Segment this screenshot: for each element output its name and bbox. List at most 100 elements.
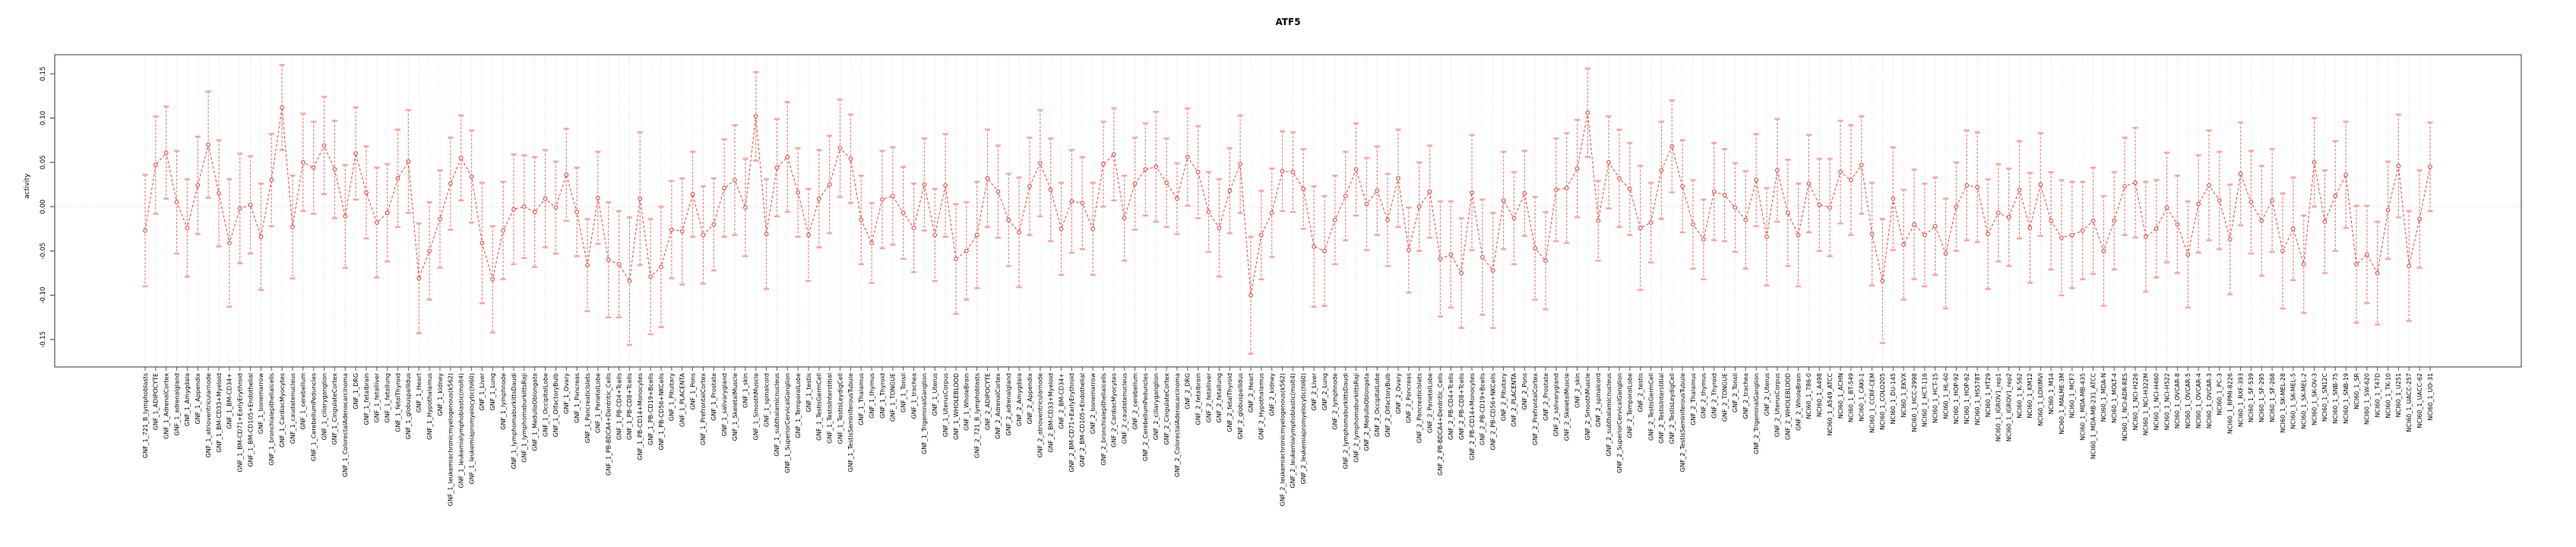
- sample-label: GNF_2_bronchialepithelialcells: [1100, 373, 1107, 466]
- sample-label: NCI60_1_NCI-ADR-RES: [2122, 373, 2128, 441]
- sample-label: GNF_2_Pituitary: [1500, 373, 1507, 422]
- sample-label: NCI60_1_NCI-H460: [2154, 373, 2160, 430]
- sample-label: GNF_1_TestisLeydigCell: [837, 373, 843, 444]
- sample-label: GNF_1_BM-CD33+Myeloid: [216, 373, 223, 453]
- sample-label: GNF_2_Heart: [1248, 373, 1255, 413]
- sample-label: GNF_1_lymphomaburkittsDaudi: [511, 373, 517, 470]
- sample-label: GNF_1_Pancreas: [574, 373, 581, 423]
- sample-label: GNF_2_721_B_lymphoblasts: [974, 373, 981, 458]
- y-axis-label: activity: [24, 173, 31, 199]
- sample-label: NCI60_1_SNB-75: [2332, 373, 2339, 424]
- sample-label: GNF_1_Thalamus: [858, 373, 865, 425]
- sample-label: GNF_1_ColorectalAdenocarcinoma: [342, 373, 349, 477]
- gridlines: [144, 55, 2431, 367]
- sample-label: NCI60_1_DU-145: [1890, 373, 1897, 424]
- sample-label: GNF_2_CingulateCortex: [1163, 373, 1170, 445]
- sample-label: GNF_1_kidney: [437, 373, 444, 416]
- sample-label: GNF_1_leukemiapromyelocytic(hl60): [468, 373, 475, 485]
- sample-label: GNF_1_Tonsil: [900, 373, 907, 413]
- sample-label: GNF_1_ADIPOCYTE: [153, 373, 160, 430]
- sample-label: GNF_2_fetallung: [1216, 373, 1223, 422]
- sample-label: GNF_2_caudatenucleus: [1122, 373, 1128, 444]
- sample-label: GNF_2_TestisSeminiferousTubule: [1679, 373, 1686, 472]
- sample-label: NCI60_1_HT29: [1985, 373, 1992, 417]
- sample-label: GNF_2_lymphomaburkittsDaudi: [1343, 373, 1350, 470]
- sample-label: NCI60_1_NCI-H226: [2132, 373, 2139, 430]
- sample-label: GNF_2_PB-CD56+NKCells: [1490, 373, 1497, 451]
- sample-label: GNF_1_UterusCorpus: [942, 373, 949, 437]
- sample-label: GNF_1_caudatenucleus: [290, 373, 296, 444]
- sample-label: GNF_1_Pituitary: [669, 373, 676, 422]
- sample-label: NCI60_1_HCT-15: [1932, 373, 1939, 423]
- sample-label: GNF_1_BM-CD34+: [226, 373, 233, 429]
- sample-label: GNF_1_PB-CD8+Tcells: [626, 373, 633, 440]
- sample-label: GNF_1_721_B_lymphoblasts: [142, 373, 149, 458]
- sample-label: GNF_2_AdrenalCortex: [995, 373, 1002, 439]
- sample-label: GNF_1_fetalbrain: [363, 373, 370, 425]
- sample-label: GNF_2_lymphnode: [1332, 373, 1339, 430]
- svg-text:0.15: 0.15: [40, 67, 47, 81]
- sample-label: GNF_2_PLACENTA: [1511, 372, 1517, 427]
- sample-label: GNF_1_Amygdala: [184, 373, 191, 426]
- sample-label: GNF_2_thymus: [1701, 373, 1707, 419]
- sample-label: GNF_1_BM-CD71+EarlyErythroid: [237, 373, 244, 473]
- sample-label: GNF_1_TestisSeminiferousTubule: [847, 373, 854, 472]
- sample-label: NCI60_1_OVCAR-4: [2195, 373, 2202, 428]
- sample-label: GNF_2_Pancreas: [1406, 373, 1413, 423]
- sample-label: GNF_2_Thalamus: [1690, 373, 1697, 425]
- sample-label: GNF_1_thymus: [869, 373, 875, 419]
- sample-label: NCI60_1_CCRF-CEM: [1869, 373, 1875, 433]
- sample-label: NCI60_1_M14: [2048, 373, 2055, 414]
- sample-label: GNF_2_bonemarrow: [1090, 373, 1097, 435]
- sample-label: NCI60_1_SNB-19: [2343, 373, 2350, 424]
- sample-label: GNF_1_TONGUE: [890, 373, 897, 422]
- svg-text:-0.15: -0.15: [40, 331, 47, 348]
- sample-label: GNF_1_Lung: [489, 373, 496, 410]
- sample-label: GNF_1_fetallung: [385, 373, 391, 422]
- sample-label: GNF_2_PB-CD14+Monocytes: [1469, 373, 1476, 460]
- svg-text:-0.10: -0.10: [40, 287, 47, 304]
- sample-label: GNF_1_PancreaticIslets: [584, 373, 591, 443]
- sample-label: GNF_2_leukemiachronicmyelogenous(k562): [1279, 373, 1286, 506]
- sample-label: GNF_1_SkeletalMuscle: [732, 373, 739, 441]
- sample-label: NCI60_1_786-0: [1805, 373, 1812, 419]
- sample-label: NCI60_1_SF-295: [2258, 373, 2265, 422]
- sample-label: GNF_1_ciliaryganglion: [321, 373, 328, 440]
- sample-label: NCI60_1_MDA-MB-435: [2080, 373, 2087, 441]
- chart-title: ATF5: [1275, 17, 1301, 27]
- data-point-markers: [143, 105, 2432, 298]
- sample-label: GNF_1_AdrenalCortex: [163, 373, 170, 439]
- sample-label: GNF_1_TestisInterstitial: [827, 373, 834, 444]
- sample-label: GNF_2_cerebellum: [1131, 373, 1138, 430]
- sample-label: NCI60_1_HS578T: [1974, 373, 1981, 425]
- svg-text:0.00: 0.00: [40, 200, 47, 214]
- sample-label: NCI60_1_IGROV1_rep1: [1995, 373, 2002, 441]
- sample-label: GNF_2_TONGUE: [1721, 373, 1728, 422]
- sample-label: GNF_1_OccipitalLobe: [542, 373, 549, 437]
- sample-label: GNF_1_PLACENTA: [679, 372, 686, 427]
- sample-label: GNF_2_Amygdala: [1016, 373, 1023, 426]
- sample-label: NCI60_1_BT-549: [1848, 373, 1855, 422]
- sample-label: GNF_1_bronchialepithelialcells: [268, 373, 275, 466]
- sample-label: NCI60_1_UACC-257: [2406, 373, 2413, 432]
- sample-label: GNF_2_adrenalgland: [1005, 373, 1012, 435]
- sample-label: GNF_1_leukemiachronicmyelogenous(k562): [448, 373, 454, 506]
- sample-label: NCI60_1_HCC-2998: [1911, 373, 1918, 432]
- sample-label: NCI60_1_NCI-H322M: [2143, 373, 2150, 435]
- sample-label: GNF_2_fetalliver: [1205, 372, 1212, 422]
- sample-label: GNF_2_leukemiapromyelocytic(hl60): [1300, 373, 1307, 485]
- sample-label: GNF_2_globuspallidus: [1237, 373, 1244, 439]
- sample-label: NCI60_1_LOXIMVI: [2037, 373, 2044, 426]
- sample-label: GNF_2_atrioventricularnode: [1037, 373, 1044, 457]
- sample-label: GNF_2_WholeBrain: [1795, 373, 1802, 431]
- sample-label: NCI60_1_OVCAR-5: [2185, 373, 2191, 428]
- sample-label: GNF_1_leukemialymphoblastic(molt4): [458, 373, 465, 489]
- sample-label: GNF_2_PrefrontalCortex: [1532, 373, 1539, 445]
- sample-label: NCI60_1_SK-MEL-5: [2290, 373, 2297, 429]
- sample-label: GNF_2_BM-CD105+Endothelial: [1079, 373, 1086, 467]
- sample-label: GNF_2_ciliaryganglion: [1153, 373, 1160, 440]
- sample-label: GNF_1_lymphomaburkittsRaji: [521, 373, 528, 463]
- plot-box: [54, 54, 2522, 368]
- sample-label: GNF_1_skin: [742, 373, 749, 408]
